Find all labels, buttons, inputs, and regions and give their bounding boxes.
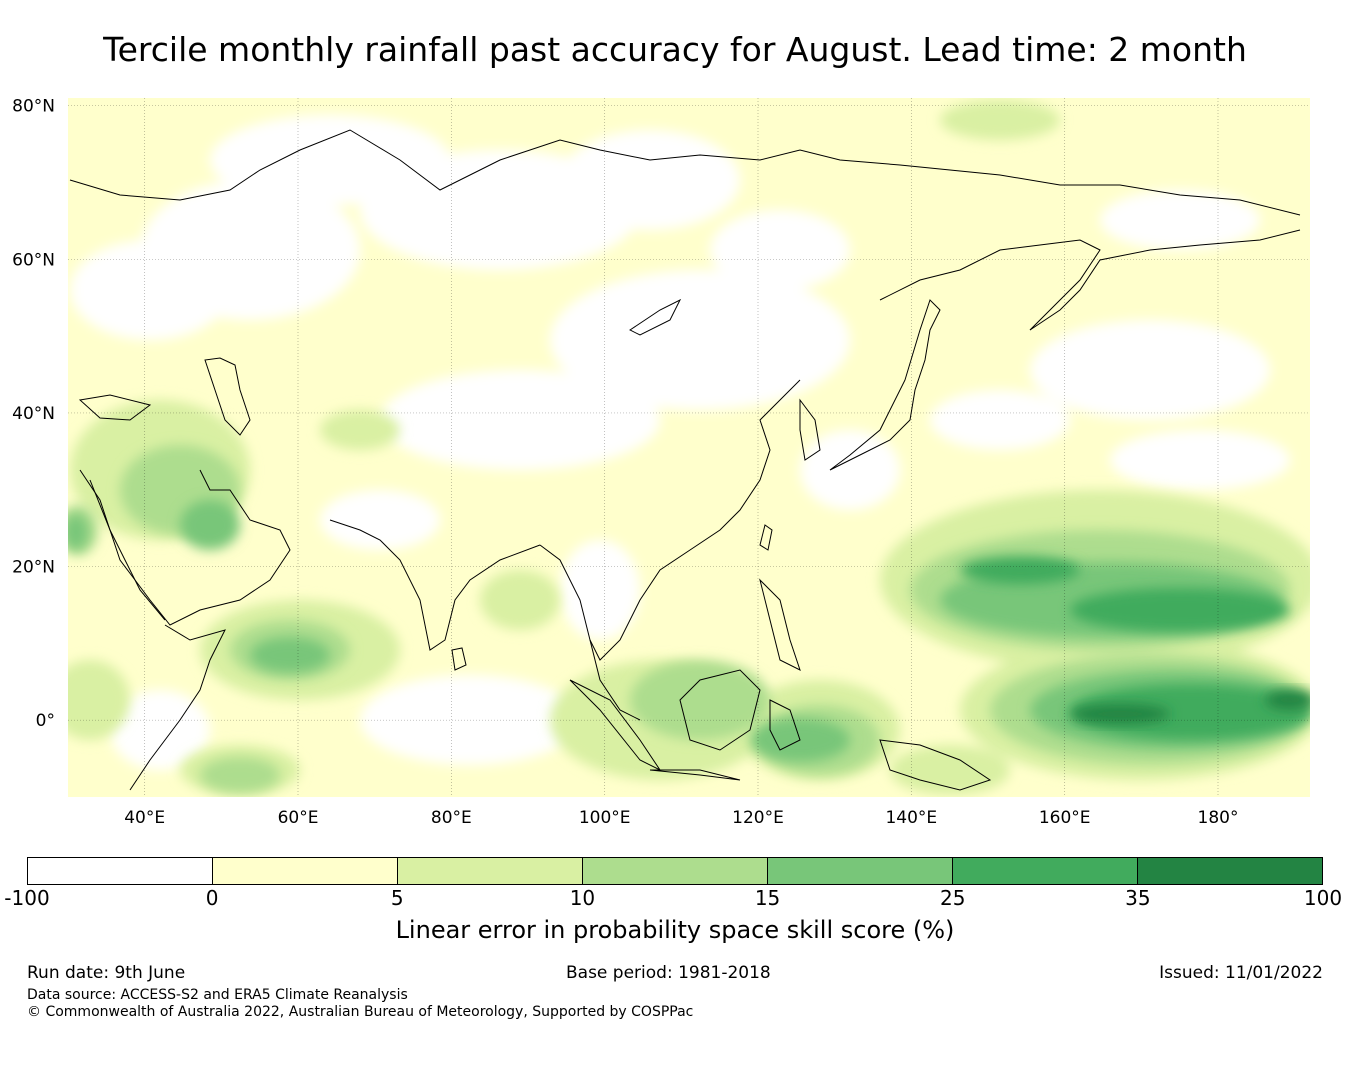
colorbar-tick-label: 10 (569, 886, 596, 910)
lat-label: 0° (36, 711, 55, 731)
lat-label: 20°N (12, 558, 55, 578)
colorbar-tick-label: 100 (1303, 886, 1343, 910)
colorbar-label: Linear error in probability space skill … (395, 916, 955, 944)
run-date: Run date: 9th June (27, 963, 186, 983)
colorbar-tick-label: 15 (754, 886, 781, 910)
lat-label: 40°N (12, 404, 55, 424)
coastlines (69, 129, 1301, 791)
lon-label: 120°E (732, 808, 784, 828)
colorbar-segment (213, 858, 398, 884)
latitude-labels: 80°N 60°N 40°N 20°N 0° (12, 97, 55, 732)
lon-label: 100°E (579, 808, 631, 828)
colorbar-tick-label: 35 (1125, 886, 1151, 910)
skill-25-35-regions (960, 556, 1310, 740)
colorbar-segment (1138, 858, 1322, 884)
colorbar-tick-label: 5 (390, 886, 404, 910)
lon-label: 60°E (278, 808, 319, 828)
skill-35-100-regions (1070, 690, 1310, 724)
chart-title: Tercile monthly rainfall past accuracy f… (103, 30, 1247, 69)
graticule (68, 98, 1310, 797)
colorbar-tick-label: 0 (205, 886, 219, 910)
colorbar-tick-label: -100 (4, 886, 50, 910)
data-source: Data source: ACCESS-S2 and ERA5 Climate … (27, 987, 408, 1003)
lon-label: 140°E (885, 808, 937, 828)
skill-map: 80°N 60°N 40°N 20°N 0° 40°E 60°E 80°E 100°E 120°… (12, 97, 1310, 828)
colorbar-segment (953, 858, 1138, 884)
lon-label: 180° (1198, 808, 1239, 828)
longitude-labels: 40°E 60°E 80°E 100°E 120°E 140°E 160°E 180° (124, 808, 1238, 828)
skill-field (68, 100, 1310, 795)
copyright: © Commonwealth of Australia 2022, Austra… (27, 1004, 694, 1020)
lon-label: 160°E (1039, 808, 1091, 828)
colorbar-segment (28, 858, 213, 884)
lon-label: 40°E (124, 808, 165, 828)
lat-label: 80°N (12, 97, 55, 117)
issued-date: Issued: 11/01/2022 (1159, 963, 1323, 983)
colorbar-segment (768, 858, 953, 884)
lon-label: 80°E (431, 808, 472, 828)
lat-label: 60°N (12, 250, 55, 270)
colorbar-segment (398, 858, 583, 884)
colorbar-tick-label: 25 (939, 886, 966, 910)
colorbar-segment (583, 858, 768, 884)
base-period: Base period: 1981-2018 (566, 963, 771, 983)
colorbar (27, 857, 1323, 885)
